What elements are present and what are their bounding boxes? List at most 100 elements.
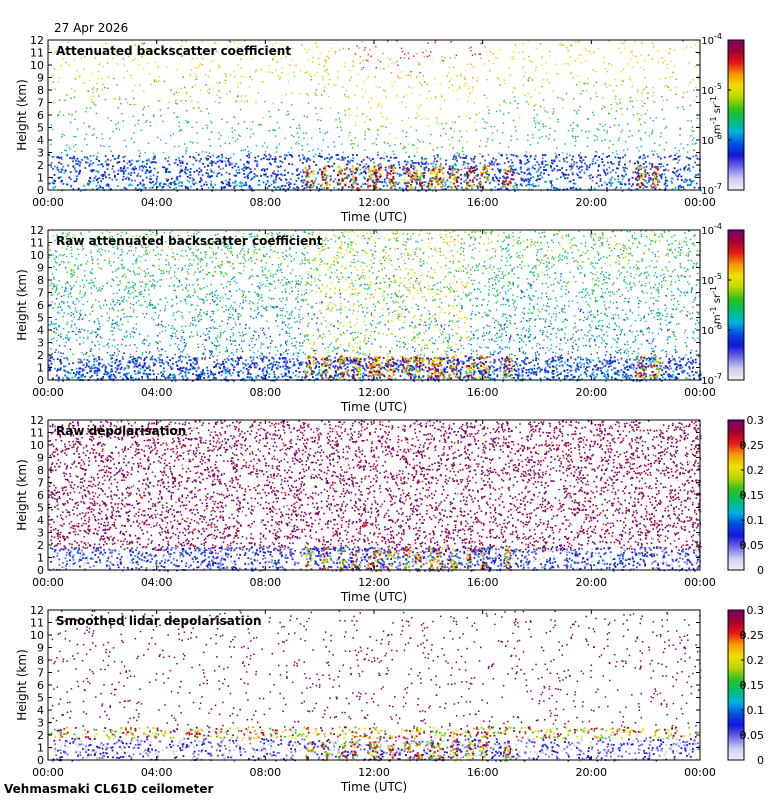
y-axis-label: Height (km): [15, 649, 29, 720]
heatmap-field: [48, 40, 702, 192]
colorbar-tick-label: 0.2: [747, 654, 765, 667]
y-tick-label: 3: [37, 527, 44, 540]
y-tick-label: 0: [37, 754, 44, 767]
colorbar-tick-exponent: -4: [714, 32, 722, 41]
colorbar-tick-exponent: -7: [714, 372, 722, 381]
colorbar-tick-label: 10-5: [701, 272, 722, 287]
y-tick-label: 2: [37, 349, 44, 362]
y-tick-label: 3: [37, 337, 44, 350]
y-tick-label: 2: [37, 729, 44, 742]
colorbar-unit: m-1 sr-1: [709, 286, 723, 324]
y-tick-label: 8: [37, 274, 44, 287]
x-axis-label: Time (UTC): [340, 590, 407, 604]
x-tick-label: 16:00: [467, 386, 499, 399]
colorbar-tick-label: 10-5: [701, 82, 722, 97]
y-tick-label: 6: [37, 109, 44, 122]
x-tick-label: 12:00: [358, 196, 390, 209]
x-tick-label: 00:00: [32, 766, 64, 779]
y-tick-label: 4: [37, 134, 44, 147]
x-tick-label: 00:00: [684, 386, 716, 399]
colorbar-tick-label: 0.3: [747, 414, 765, 427]
y-tick-label: 6: [37, 679, 44, 692]
x-tick-label: 08:00: [249, 386, 281, 399]
y-tick-label: 1: [37, 552, 44, 565]
colorbar-tick-label: 0.05: [740, 729, 765, 742]
colorbar: [727, 39, 745, 191]
colorbar-tick-label: 0.3: [747, 604, 765, 617]
y-tick-label: 4: [37, 324, 44, 337]
x-tick-label: 00:00: [32, 196, 64, 209]
y-tick-label: 11: [30, 47, 44, 60]
colorbar-unit-part: sr: [712, 103, 723, 116]
y-tick-label: 10: [30, 249, 44, 262]
y-tick-label: 8: [37, 654, 44, 667]
panel-2: Raw attenuated backscatter coefficient01…: [15, 222, 745, 414]
y-tick-label: 7: [37, 477, 44, 490]
colorbar-tick-label: 10-4: [701, 222, 722, 237]
colorbar-tick-label: 0.15: [740, 489, 765, 502]
y-tick-label: 1: [37, 742, 44, 755]
y-axis-label: Height (km): [15, 459, 29, 530]
plot-area: [48, 610, 700, 760]
colorbar-tick-label: 0.1: [747, 514, 765, 527]
y-tick-label: 0: [37, 564, 44, 577]
y-tick-label: 9: [37, 262, 44, 275]
colorbar-unit-part: m: [712, 314, 723, 324]
x-tick-label: 08:00: [249, 196, 281, 209]
y-tick-label: 5: [37, 502, 44, 515]
y-tick-label: 10: [30, 439, 44, 452]
colorbar-tick-label: 0.25: [740, 439, 765, 452]
x-tick-label: 00:00: [684, 576, 716, 589]
colorbar-tick-base: 10: [701, 326, 714, 337]
colorbar-tick-base: 10: [701, 86, 714, 97]
y-axis-label: Height (km): [15, 79, 29, 150]
y-tick-label: 11: [30, 427, 44, 440]
colorbar-tick-exponent: -5: [714, 272, 722, 281]
y-tick-label: 0: [37, 374, 44, 387]
x-tick-label: 20:00: [575, 766, 607, 779]
colorbar-tick-label: 0: [757, 564, 764, 577]
colorbar-tick-exponent: -4: [714, 222, 722, 231]
x-tick-label: 16:00: [467, 766, 499, 779]
x-tick-label: 00:00: [32, 576, 64, 589]
y-tick-label: 3: [37, 717, 44, 730]
colorbar-tick-exponent: -6: [714, 132, 722, 141]
x-tick-label: 00:00: [684, 196, 716, 209]
y-tick-label: 12: [30, 224, 44, 237]
y-tick-label: 2: [37, 159, 44, 172]
heatmap-field: [48, 420, 702, 572]
colorbar-tick-exponent: -6: [714, 322, 722, 331]
y-axis-label: Height (km): [15, 269, 29, 340]
colorbar-unit-part: -1: [709, 286, 718, 294]
x-axis-label: Time (UTC): [340, 400, 407, 414]
y-tick-label: 10: [30, 59, 44, 72]
colorbar-tick-base: 10: [701, 376, 714, 387]
x-tick-label: 20:00: [575, 386, 607, 399]
panel-title: Attenuated backscatter coefficient: [56, 44, 291, 58]
x-axis-label: Time (UTC): [340, 210, 407, 224]
y-tick-label: 1: [37, 362, 44, 375]
y-tick-label: 4: [37, 704, 44, 717]
x-axis-label: Time (UTC): [340, 780, 407, 794]
panel-title: Raw attenuated backscatter coefficient: [56, 234, 323, 248]
panel-4: Smoothed lidar depolarisation01234567891…: [15, 604, 764, 794]
colorbar-unit-part: -1: [709, 96, 718, 104]
x-tick-label: 00:00: [32, 386, 64, 399]
colorbar-unit-part: m: [712, 124, 723, 134]
y-tick-label: 9: [37, 642, 44, 655]
colorbar-tick-label: 0: [757, 754, 764, 767]
colorbar-tick-label: 0.2: [747, 464, 765, 477]
colorbar-tick-base: 10: [701, 36, 714, 47]
colorbar-tick-label: 0.25: [740, 629, 765, 642]
colorbar-tick-label: 10-7: [701, 182, 722, 197]
y-tick-label: 8: [37, 464, 44, 477]
colorbar-tick-label: 10-6: [701, 322, 722, 337]
y-tick-label: 2: [37, 539, 44, 552]
colorbar-tick-label: 10-4: [701, 32, 722, 47]
x-tick-label: 04:00: [141, 196, 173, 209]
y-tick-label: 12: [30, 414, 44, 427]
colorbar-unit-part: -1: [709, 116, 718, 124]
y-tick-label: 8: [37, 84, 44, 97]
date-label: 27 Apr 2026: [54, 21, 128, 35]
